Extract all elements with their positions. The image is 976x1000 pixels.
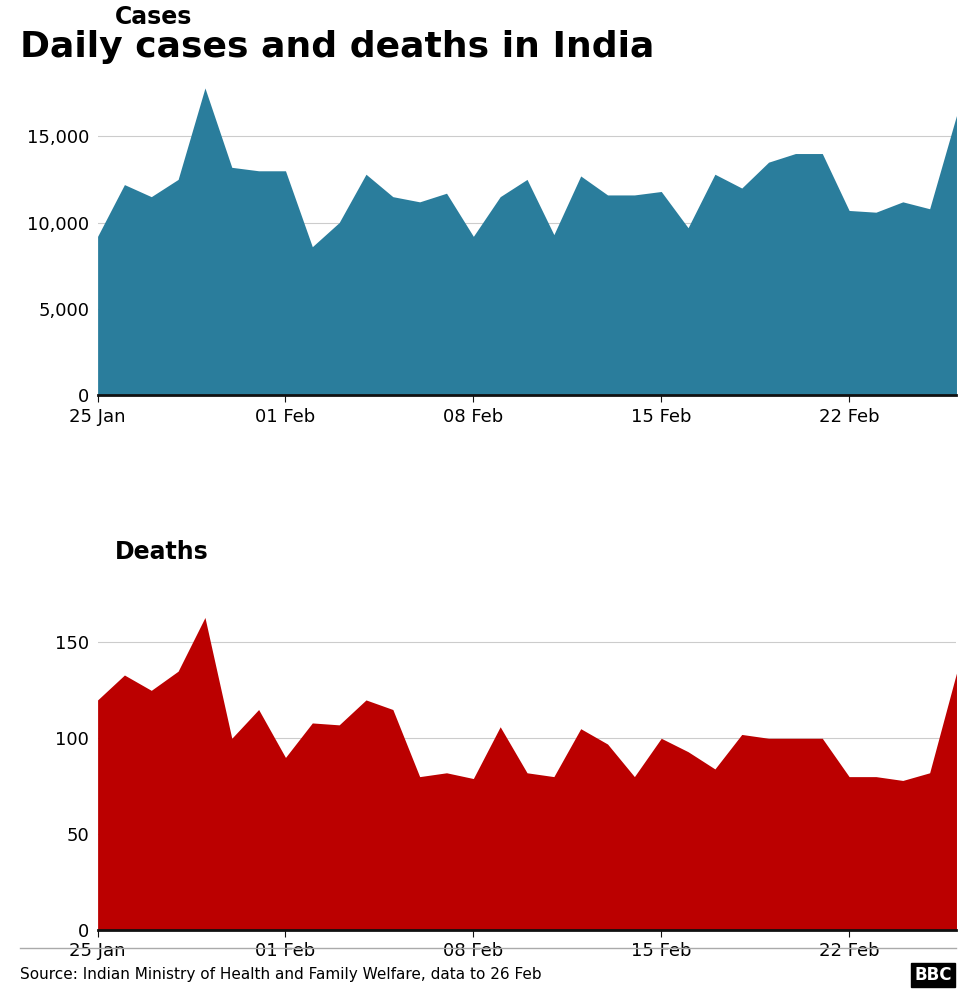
Text: Deaths: Deaths [115, 540, 209, 564]
Text: BBC: BBC [915, 966, 952, 984]
Text: Cases: Cases [115, 5, 192, 29]
Text: Daily cases and deaths in India: Daily cases and deaths in India [20, 30, 654, 64]
Text: Source: Indian Ministry of Health and Family Welfare, data to 26 Feb: Source: Indian Ministry of Health and Fa… [20, 968, 541, 982]
